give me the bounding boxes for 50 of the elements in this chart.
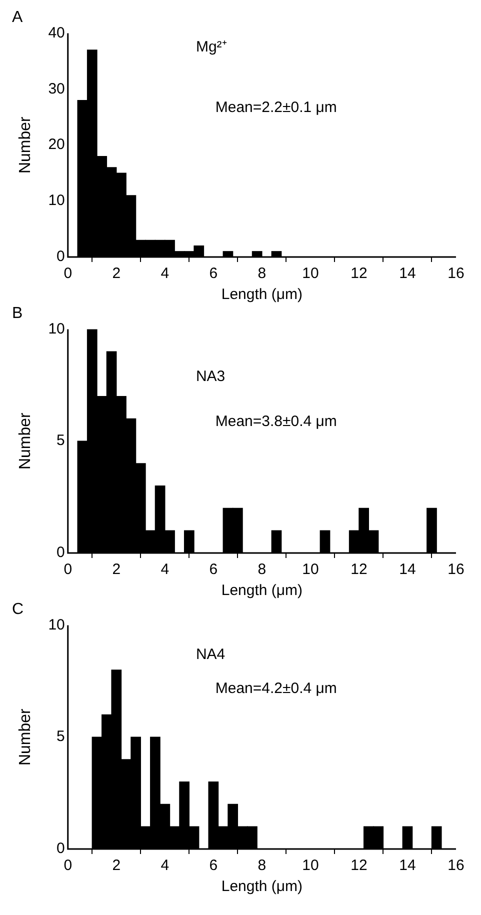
- y-axis-title: Number: [17, 116, 34, 174]
- x-axis-title: Length (μm): [221, 286, 303, 304]
- y-tick-label: 10: [48, 320, 65, 338]
- annotation: Mean=4.2±0.4 μm: [215, 680, 337, 697]
- y-tick-label: 10: [48, 616, 65, 634]
- x-tick-label: 4: [160, 561, 170, 578]
- x-tick-label: 2: [112, 265, 121, 282]
- x-axis-title: Length (μm): [221, 582, 303, 600]
- x-tick-label: 16: [448, 857, 464, 874]
- chart-title: A: [12, 9, 23, 26]
- y-tick-label: 0: [56, 544, 65, 562]
- chart-title: C: [12, 601, 24, 618]
- y-tick-label: 20: [48, 136, 65, 154]
- chart-title: B: [12, 305, 23, 322]
- x-tick-label: 4: [160, 857, 170, 874]
- annotation: Mean=3.8±0.4 μm: [215, 412, 337, 430]
- x-tick-label: 10: [302, 265, 319, 282]
- y-tick-label: 40: [48, 24, 65, 42]
- x-tick-label: 6: [209, 561, 218, 578]
- annotation: Mean=2.2±0.1 μm: [215, 98, 337, 116]
- x-tick-label: 16: [448, 561, 464, 578]
- x-tick-label: 12: [350, 857, 368, 874]
- y-tick-label: 0: [56, 840, 65, 858]
- x-axis-title: Length (μm): [221, 878, 303, 896]
- x-tick-label: 16: [448, 265, 464, 282]
- y-axis-title: Number: [17, 412, 34, 470]
- x-tick-label: 6: [209, 265, 218, 282]
- y-tick-label: 5: [56, 728, 65, 746]
- y-tick-label: 5: [56, 432, 65, 450]
- annotation: Mg²⁺: [196, 38, 227, 56]
- x-tick-label: 14: [399, 265, 416, 282]
- x-tick-label: 8: [258, 857, 266, 874]
- x-tick-label: 8: [258, 561, 266, 578]
- y-tick-label: 30: [48, 80, 65, 98]
- x-tick-label: 6: [209, 857, 218, 874]
- x-tick-label: 10: [302, 561, 319, 578]
- x-tick-label: 10: [302, 857, 319, 874]
- x-tick-label: 14: [399, 857, 416, 874]
- x-tick-label: 4: [160, 265, 170, 282]
- x-tick-label: 8: [258, 265, 266, 282]
- x-tick-label: 12: [350, 265, 368, 282]
- x-tick-label: 14: [399, 561, 416, 578]
- annotation: NA4: [196, 646, 226, 664]
- x-tick-label: 12: [350, 561, 368, 578]
- y-tick-label: 0: [56, 248, 65, 266]
- annotation: NA3: [196, 368, 226, 386]
- y-axis-title: Number: [17, 708, 34, 766]
- y-tick-label: 10: [48, 192, 65, 210]
- x-tick-label: 2: [112, 561, 121, 578]
- x-tick-label: 2: [112, 857, 121, 874]
